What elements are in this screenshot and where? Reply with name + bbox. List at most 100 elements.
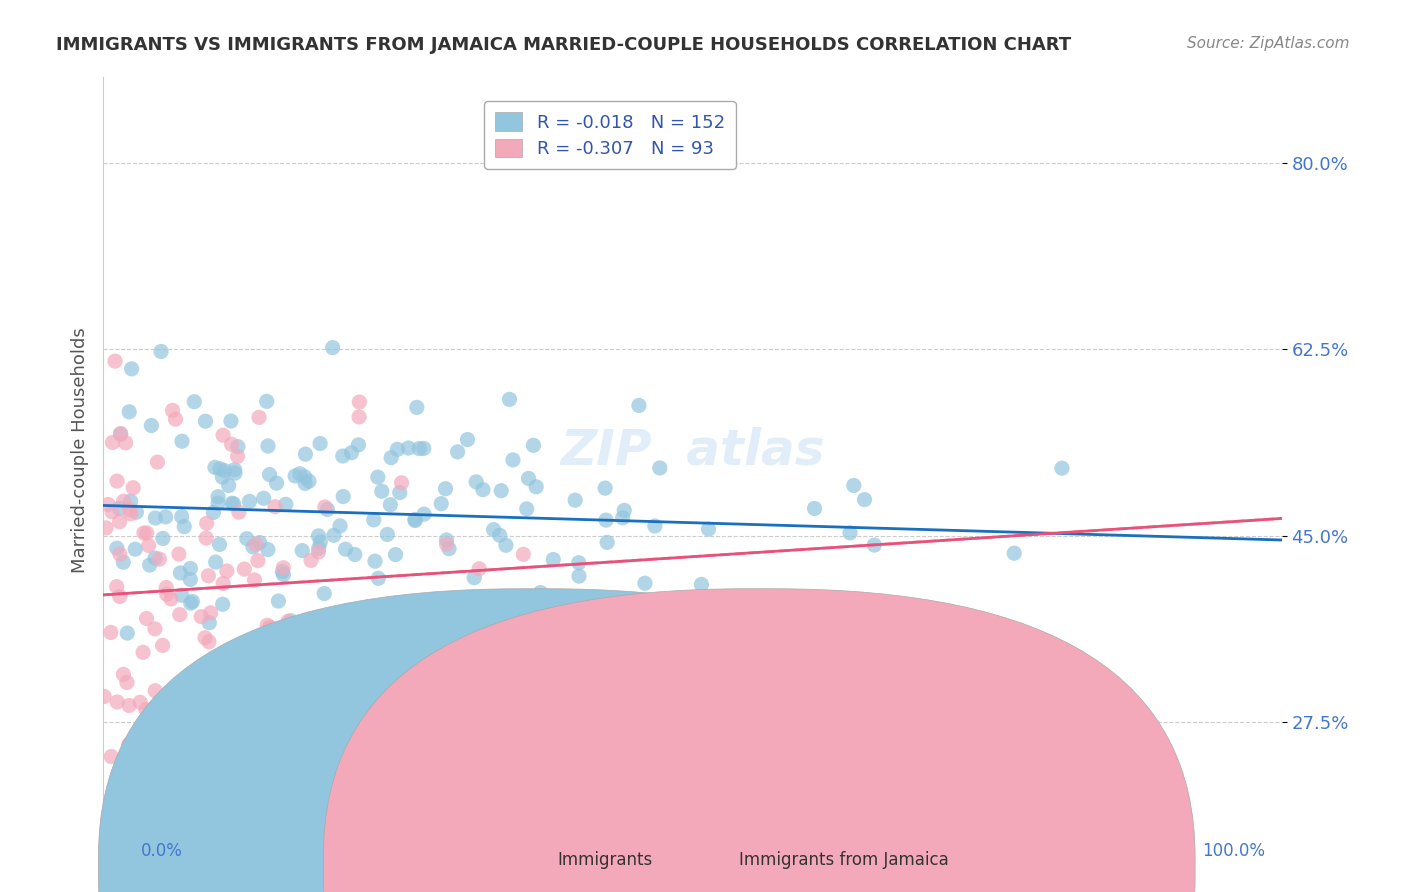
Point <box>238 494 260 508</box>
Point <box>284 469 307 483</box>
Point <box>124 731 146 746</box>
Point <box>97 498 120 512</box>
Text: 0.0%: 0.0% <box>141 842 183 860</box>
Point <box>156 587 179 601</box>
Point <box>482 523 505 537</box>
Point <box>314 586 336 600</box>
Point <box>332 490 354 504</box>
Point <box>198 634 221 648</box>
Point <box>212 428 235 442</box>
Point <box>273 567 295 582</box>
Point <box>437 541 460 556</box>
Point <box>224 463 246 477</box>
Point <box>114 435 136 450</box>
Point <box>371 484 394 499</box>
Point <box>198 615 221 630</box>
Point <box>389 609 412 624</box>
Point <box>309 436 332 450</box>
Point <box>135 525 157 540</box>
Point <box>138 539 160 553</box>
Point <box>498 392 520 407</box>
Point <box>266 476 288 491</box>
Point <box>264 500 287 514</box>
Point <box>259 620 281 634</box>
Point <box>380 498 402 512</box>
Point <box>143 511 166 525</box>
Point <box>465 475 488 489</box>
Point <box>135 611 157 625</box>
Text: ZIP  atlas: ZIP atlas <box>560 426 825 475</box>
Point <box>404 512 426 526</box>
Point <box>233 562 256 576</box>
Point <box>169 566 191 580</box>
Point <box>195 516 218 531</box>
Point <box>522 438 544 452</box>
Point <box>471 483 494 497</box>
Point <box>170 509 193 524</box>
Point <box>502 453 524 467</box>
Point <box>288 467 311 481</box>
Point <box>842 478 865 492</box>
Point <box>190 609 212 624</box>
Point <box>697 522 720 536</box>
Point <box>468 562 491 576</box>
Point <box>690 577 713 591</box>
Point <box>335 542 357 557</box>
Point <box>396 441 419 455</box>
Point <box>108 515 131 529</box>
Point <box>201 780 224 794</box>
Point <box>463 571 485 585</box>
Point <box>364 554 387 568</box>
Point <box>226 450 249 464</box>
Point <box>343 548 366 562</box>
Point <box>529 585 551 599</box>
Point <box>430 497 453 511</box>
Point <box>112 667 135 681</box>
Point <box>129 695 152 709</box>
Point <box>239 636 262 650</box>
Point <box>408 594 430 608</box>
Point <box>110 427 132 442</box>
Point <box>568 569 591 583</box>
Point <box>226 440 249 454</box>
Point <box>340 446 363 460</box>
Point <box>446 445 468 459</box>
Point <box>179 573 201 587</box>
Point <box>117 626 139 640</box>
Point <box>194 631 217 645</box>
Point <box>387 676 409 690</box>
Point <box>259 621 281 635</box>
Point <box>118 503 141 517</box>
Point <box>315 612 337 626</box>
Point <box>277 614 299 628</box>
Point <box>124 542 146 557</box>
Point <box>218 478 240 492</box>
Point <box>456 433 478 447</box>
Point <box>93 690 115 704</box>
Legend: R = -0.018   N = 152, R = -0.307   N = 93: R = -0.018 N = 152, R = -0.307 N = 93 <box>484 102 735 169</box>
Point <box>754 593 776 607</box>
Point <box>541 552 564 566</box>
Point <box>356 607 378 622</box>
Point <box>1050 461 1073 475</box>
Point <box>243 573 266 587</box>
Point <box>221 437 243 451</box>
Point <box>316 502 339 516</box>
Point <box>200 606 222 620</box>
Point <box>121 362 143 376</box>
Point <box>634 576 657 591</box>
Point <box>508 590 530 604</box>
Point <box>247 410 270 425</box>
Point <box>436 537 458 551</box>
Point <box>644 519 666 533</box>
Point <box>593 481 616 495</box>
Point <box>516 501 538 516</box>
Point <box>112 494 135 508</box>
Point <box>405 401 427 415</box>
Point <box>167 547 190 561</box>
Point <box>101 505 124 519</box>
Point <box>152 532 174 546</box>
Point <box>612 511 634 525</box>
Point <box>160 591 183 606</box>
Point <box>215 564 238 578</box>
